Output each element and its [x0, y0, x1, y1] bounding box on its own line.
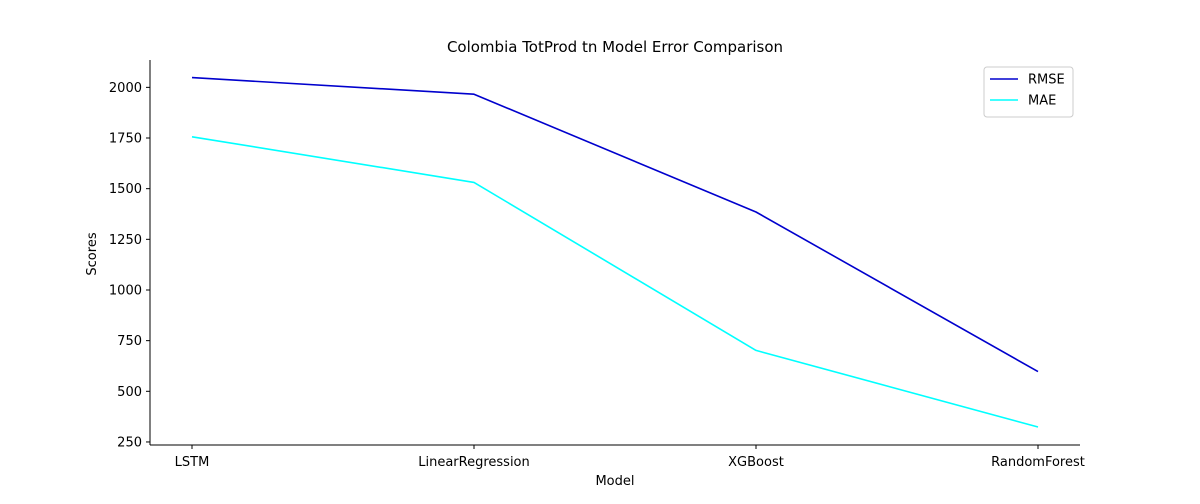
series-line-rmse [191, 76, 1039, 373]
y-tick-label: 1000 [109, 283, 142, 298]
y-tick-label: 2000 [109, 81, 142, 96]
x-tick-label: LinearRegression [418, 455, 530, 470]
series-line-mae [191, 136, 1039, 428]
series-lines [191, 76, 1039, 428]
y-tick-label: 1750 [109, 132, 142, 147]
chart-title: Colombia TotProd tn Model Error Comparis… [447, 38, 783, 56]
axes: 250 500 750 1000 1250 1500 1750 2000 LSTM LinearR… [109, 60, 1085, 470]
y-tick-label: 250 [117, 435, 142, 450]
y-axis-label: Scores [85, 232, 100, 275]
y-tick-label: 750 [117, 334, 142, 349]
x-axis-label: Model [595, 474, 634, 489]
y-tick-label: 500 [117, 385, 142, 400]
x-tick-label: RandomForest [991, 455, 1085, 470]
legend: RMSE MAE [983, 66, 1074, 118]
legend-label-rmse: RMSE [1028, 73, 1065, 88]
y-tick-label: 1250 [109, 233, 142, 248]
x-tick-label: LSTM [175, 455, 210, 470]
y-tick-label: 1500 [109, 182, 142, 197]
legend-label-mae: MAE [1028, 94, 1056, 109]
x-tick-label: XGBoost [728, 455, 784, 470]
